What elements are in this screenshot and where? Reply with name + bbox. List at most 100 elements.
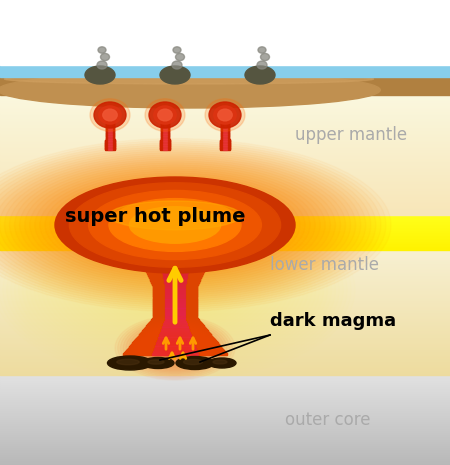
Bar <box>220 140 230 141</box>
Bar <box>0 188 450 190</box>
Bar <box>160 148 170 149</box>
Bar <box>0 170 450 171</box>
Bar <box>224 127 226 129</box>
Bar <box>0 211 450 212</box>
Bar <box>0 359 450 360</box>
Ellipse shape <box>213 360 227 364</box>
Ellipse shape <box>218 109 232 121</box>
Bar <box>0 119 450 120</box>
Bar <box>108 130 112 131</box>
Bar <box>108 121 112 122</box>
Bar <box>165 284 185 286</box>
Bar <box>224 117 226 119</box>
Bar <box>0 284 450 285</box>
Bar <box>149 276 201 278</box>
Bar <box>0 252 450 254</box>
Bar <box>139 253 211 254</box>
Bar <box>153 292 197 293</box>
Bar <box>163 132 166 133</box>
Bar <box>158 251 192 252</box>
Bar <box>0 453 450 455</box>
Bar <box>220 142 230 143</box>
Bar <box>137 250 213 251</box>
Ellipse shape <box>154 106 176 124</box>
Bar <box>138 336 212 337</box>
Ellipse shape <box>97 61 107 69</box>
Bar <box>153 292 197 293</box>
Bar <box>0 167 450 169</box>
Bar <box>162 268 189 269</box>
Bar <box>139 252 212 254</box>
Bar <box>221 119 229 120</box>
Bar <box>0 381 450 383</box>
Bar <box>163 134 166 136</box>
Bar <box>224 125 226 126</box>
Bar <box>108 136 112 138</box>
Ellipse shape <box>261 53 270 60</box>
Bar <box>164 321 186 322</box>
Bar <box>0 313 450 315</box>
Bar <box>223 142 227 144</box>
Bar <box>0 193 450 195</box>
Bar <box>163 141 167 142</box>
Bar <box>0 175 450 177</box>
Bar <box>0 294 450 296</box>
Bar <box>0 159 450 161</box>
Bar <box>0 121 450 123</box>
Bar <box>144 329 207 330</box>
Bar <box>0 179 450 181</box>
Bar <box>0 193 450 194</box>
Bar <box>165 310 185 311</box>
Bar <box>160 259 190 260</box>
Bar <box>163 322 187 323</box>
Bar <box>0 308 450 310</box>
Bar <box>0 246 450 247</box>
Bar <box>0 270 450 271</box>
Bar <box>221 133 229 135</box>
Bar <box>224 115 226 116</box>
Bar <box>162 116 168 117</box>
Bar <box>221 121 229 122</box>
Bar <box>153 299 197 300</box>
Bar <box>0 420 450 422</box>
Bar <box>153 349 197 350</box>
Bar <box>162 112 168 113</box>
Bar <box>128 348 222 349</box>
Bar <box>161 264 189 265</box>
Bar <box>0 310 450 311</box>
Bar <box>0 195 450 197</box>
Bar <box>0 439 450 441</box>
Bar <box>0 0 450 65</box>
Bar <box>0 261 450 263</box>
Bar <box>131 344 218 345</box>
Bar <box>160 262 189 263</box>
Bar <box>0 109 450 111</box>
Bar <box>141 258 209 259</box>
Bar <box>164 112 166 113</box>
Bar <box>0 312 450 313</box>
Ellipse shape <box>55 177 295 273</box>
Bar <box>0 200 450 202</box>
Bar <box>164 117 166 119</box>
Bar <box>0 172 450 173</box>
Bar <box>161 263 189 264</box>
Bar <box>0 385 450 387</box>
Bar <box>0 450 450 451</box>
Bar <box>108 133 112 134</box>
Bar <box>152 318 198 319</box>
Bar <box>107 121 113 123</box>
Bar <box>161 139 170 140</box>
Bar <box>0 206 450 207</box>
Bar <box>0 250 450 251</box>
Bar <box>0 204 450 205</box>
Bar <box>0 191 450 192</box>
Bar <box>161 128 169 129</box>
Bar <box>0 458 450 459</box>
Bar <box>109 114 111 115</box>
Bar <box>159 254 191 255</box>
Bar <box>0 334 450 336</box>
Bar <box>0 213 450 215</box>
Bar <box>222 117 228 118</box>
Bar <box>162 114 168 115</box>
Ellipse shape <box>208 358 236 368</box>
